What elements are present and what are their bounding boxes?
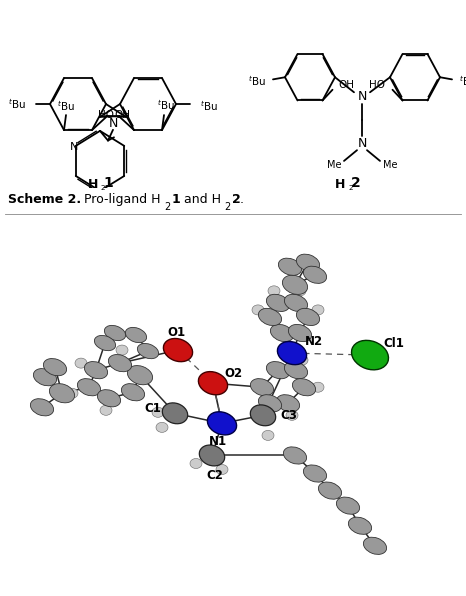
Ellipse shape <box>252 305 264 315</box>
Ellipse shape <box>75 358 87 368</box>
Ellipse shape <box>363 537 387 554</box>
Text: H: H <box>88 178 98 191</box>
Text: and H: and H <box>180 193 221 206</box>
Ellipse shape <box>288 324 312 342</box>
Text: 2: 2 <box>224 202 230 212</box>
Ellipse shape <box>349 517 371 535</box>
Ellipse shape <box>303 266 327 283</box>
Text: $_2$: $_2$ <box>348 183 354 193</box>
Ellipse shape <box>296 254 320 271</box>
Ellipse shape <box>104 325 126 340</box>
Text: Me: Me <box>383 160 397 170</box>
Ellipse shape <box>95 336 116 350</box>
Ellipse shape <box>125 327 147 343</box>
Text: $_2$: $_2$ <box>100 183 106 193</box>
Ellipse shape <box>116 345 128 355</box>
Ellipse shape <box>336 497 360 514</box>
Text: $^t$Bu: $^t$Bu <box>57 100 75 113</box>
Text: 1: 1 <box>172 193 181 206</box>
Text: N1: N1 <box>209 435 227 448</box>
Ellipse shape <box>277 342 307 365</box>
Ellipse shape <box>127 365 152 385</box>
Ellipse shape <box>77 378 101 396</box>
Ellipse shape <box>284 294 308 312</box>
Text: $^t$Bu: $^t$Bu <box>8 97 26 111</box>
Text: Pro-ligand H: Pro-ligand H <box>80 193 160 206</box>
Ellipse shape <box>268 286 280 296</box>
Ellipse shape <box>156 423 168 432</box>
Ellipse shape <box>199 445 225 466</box>
Ellipse shape <box>34 368 56 386</box>
Text: HO: HO <box>369 80 384 91</box>
Ellipse shape <box>122 384 144 401</box>
Ellipse shape <box>199 372 227 395</box>
Ellipse shape <box>97 390 121 407</box>
Ellipse shape <box>267 362 289 378</box>
Text: N: N <box>108 117 118 130</box>
Text: $^t$Bu: $^t$Bu <box>459 74 466 88</box>
Ellipse shape <box>250 378 274 396</box>
Text: $^t$Bu: $^t$Bu <box>200 100 218 113</box>
Text: 1: 1 <box>103 176 113 191</box>
Ellipse shape <box>250 405 276 426</box>
Text: 2: 2 <box>164 202 170 212</box>
Text: HO: HO <box>98 110 114 120</box>
Ellipse shape <box>216 464 228 474</box>
Ellipse shape <box>303 465 327 482</box>
Ellipse shape <box>137 343 158 359</box>
Ellipse shape <box>258 308 281 325</box>
Ellipse shape <box>312 382 324 392</box>
Text: .: . <box>240 193 244 206</box>
Ellipse shape <box>30 399 54 416</box>
Ellipse shape <box>351 340 389 370</box>
Text: C1: C1 <box>144 402 161 415</box>
Text: N2: N2 <box>305 334 323 347</box>
Text: C2: C2 <box>206 469 223 482</box>
Text: H: H <box>335 178 345 191</box>
Ellipse shape <box>43 359 67 375</box>
Text: OH: OH <box>338 80 355 91</box>
Text: N: N <box>357 90 367 103</box>
Ellipse shape <box>258 395 281 412</box>
Text: $^t$Bu: $^t$Bu <box>157 98 175 112</box>
Text: O2: O2 <box>224 367 242 380</box>
Ellipse shape <box>270 324 294 342</box>
Ellipse shape <box>312 305 324 315</box>
Ellipse shape <box>292 378 315 396</box>
Ellipse shape <box>296 355 308 365</box>
Ellipse shape <box>276 395 300 412</box>
Text: Cl1: Cl1 <box>384 337 404 349</box>
Text: 2: 2 <box>232 193 241 206</box>
Ellipse shape <box>207 412 237 435</box>
Ellipse shape <box>100 405 112 415</box>
Ellipse shape <box>49 384 75 403</box>
Text: N: N <box>357 137 367 150</box>
Ellipse shape <box>267 294 289 312</box>
Ellipse shape <box>84 362 108 378</box>
Ellipse shape <box>162 403 188 424</box>
Text: 2: 2 <box>351 176 361 191</box>
Ellipse shape <box>278 258 302 275</box>
Ellipse shape <box>262 430 274 440</box>
Ellipse shape <box>109 355 131 372</box>
Text: N: N <box>69 142 78 152</box>
Text: O1: O1 <box>167 325 185 339</box>
Text: C3: C3 <box>281 409 297 422</box>
Ellipse shape <box>190 458 202 468</box>
Text: $^t$Bu: $^t$Bu <box>248 74 266 88</box>
Ellipse shape <box>282 275 308 294</box>
Text: OH: OH <box>114 110 130 120</box>
Ellipse shape <box>296 308 320 325</box>
Ellipse shape <box>318 482 342 499</box>
Text: Scheme 2.: Scheme 2. <box>8 193 81 206</box>
Ellipse shape <box>284 362 308 378</box>
Ellipse shape <box>66 388 78 398</box>
Ellipse shape <box>152 407 164 417</box>
Ellipse shape <box>283 447 307 464</box>
Ellipse shape <box>294 286 306 296</box>
Text: Me: Me <box>327 160 341 170</box>
Ellipse shape <box>164 339 192 362</box>
Ellipse shape <box>286 410 298 420</box>
